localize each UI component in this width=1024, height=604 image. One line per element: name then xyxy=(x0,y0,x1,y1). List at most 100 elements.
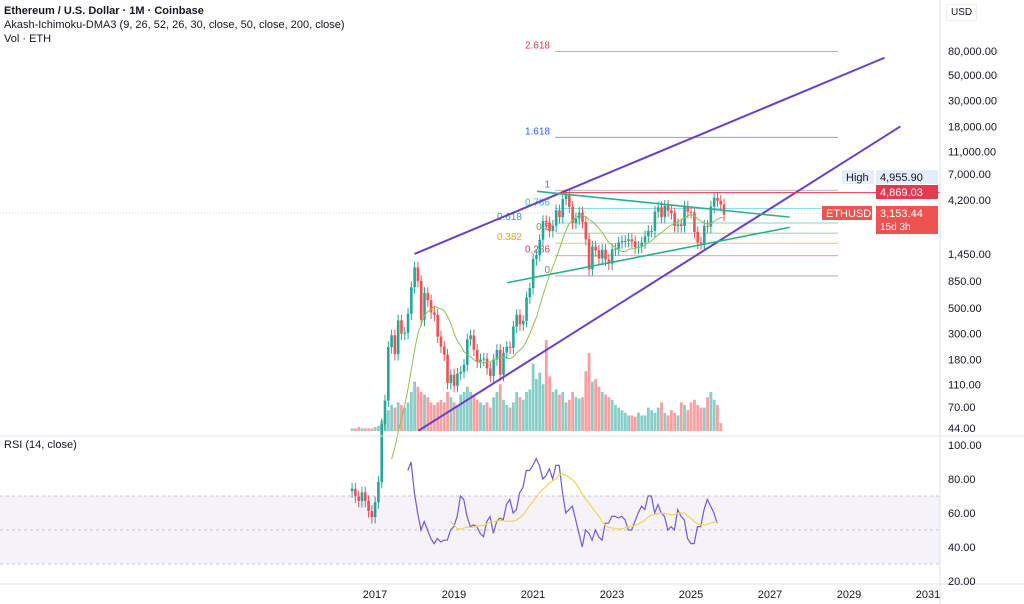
candle-body xyxy=(456,373,459,386)
candle-body xyxy=(535,255,538,259)
candle-body xyxy=(719,200,723,205)
candle-body xyxy=(459,371,463,374)
volume-bar xyxy=(630,415,634,431)
candle-body xyxy=(630,239,634,242)
candle-body xyxy=(548,222,551,232)
volume-bar xyxy=(554,389,558,431)
price-axis-label: 18,000.00 xyxy=(948,121,997,133)
volume-bar xyxy=(597,386,601,431)
candle-body xyxy=(396,320,400,355)
volume-bar xyxy=(696,405,700,431)
price-axis-label: 180.00 xyxy=(948,354,982,366)
candle-body xyxy=(558,210,561,218)
volume-bar xyxy=(617,407,621,431)
volume-bar xyxy=(640,415,644,431)
candle-body xyxy=(406,313,410,333)
volume-bar xyxy=(689,402,693,431)
price-axis-label: 110.00 xyxy=(948,379,981,391)
candle-body xyxy=(538,239,542,256)
fib-level-label: 0.382 xyxy=(497,232,522,243)
candle-body xyxy=(502,352,505,375)
candle-body xyxy=(390,335,393,348)
currency-button[interactable]: USD xyxy=(946,4,978,21)
candle-body xyxy=(610,249,614,264)
candle-body xyxy=(716,197,719,201)
candle-body xyxy=(429,300,433,313)
candle-body xyxy=(709,206,713,227)
fib-level-label: 1 xyxy=(544,179,550,190)
rsi-legend[interactable]: RSI (14, close) xyxy=(4,439,77,451)
fib-level-label: 0.236 xyxy=(525,245,550,256)
candle-body xyxy=(439,336,443,347)
volume-bars xyxy=(350,340,723,431)
volume-bar xyxy=(604,394,607,431)
candle-body xyxy=(544,221,548,223)
volume-bar xyxy=(432,405,436,431)
indicator-legend[interactable]: Akash-Ichimoku-DMA3 (9, 26, 52, 26, 30, … xyxy=(4,19,345,31)
candle-body xyxy=(472,335,476,350)
candle-body xyxy=(400,320,403,334)
volume-bar xyxy=(403,407,407,431)
candle-body xyxy=(620,241,624,243)
price-axis-label: 300.00 xyxy=(948,329,982,341)
triangle-upper-line xyxy=(536,190,790,218)
last-price-tag: 3,153.44 xyxy=(880,208,923,220)
volume-bar xyxy=(498,384,502,431)
candle-body xyxy=(512,326,515,348)
candle-body xyxy=(383,400,387,425)
volume-bar xyxy=(535,379,538,431)
volume-bar xyxy=(633,416,637,431)
fib-level-label: 0 xyxy=(544,265,550,276)
candle-body xyxy=(712,197,716,207)
candle-body xyxy=(643,236,647,243)
volume-bar xyxy=(666,415,670,431)
price-axis-label: 30,000.00 xyxy=(948,96,997,108)
volume-bar xyxy=(702,407,706,431)
volume-legend[interactable]: Vol · ETH xyxy=(4,33,52,45)
volume-bar xyxy=(488,407,492,431)
volume-bar xyxy=(456,405,459,431)
time-axis-label: 2025 xyxy=(679,589,703,601)
price-axis-label: 500.00 xyxy=(948,303,982,315)
candle-body xyxy=(604,249,607,260)
rsi-axis-label: 40.00 xyxy=(948,542,976,554)
volume-bar xyxy=(577,398,581,431)
volume-bar xyxy=(479,402,482,431)
candle-body xyxy=(360,492,364,501)
volume-bar xyxy=(716,405,719,431)
candle-body xyxy=(357,496,360,501)
volume-bar xyxy=(472,394,476,431)
rsi-axis-label: 80.00 xyxy=(948,474,976,486)
candle-body xyxy=(706,225,709,227)
volume-bar xyxy=(623,412,627,431)
volume-bar xyxy=(531,363,535,431)
candle-body xyxy=(419,280,423,320)
candle-body xyxy=(633,241,637,248)
volume-bar xyxy=(541,384,545,431)
candle-body xyxy=(531,258,535,289)
rsi-axis-label: 20.00 xyxy=(948,576,976,588)
volume-bar xyxy=(686,410,690,431)
volume-bar xyxy=(416,386,420,431)
candle-body xyxy=(640,242,644,247)
volume-bar xyxy=(561,392,565,431)
candle-body xyxy=(436,314,439,337)
candle-body xyxy=(607,259,611,264)
candle-body xyxy=(367,500,370,512)
candle-body xyxy=(508,346,512,348)
volume-bar xyxy=(350,428,354,431)
volume-bar xyxy=(600,392,604,431)
candle-body xyxy=(350,488,354,492)
candles xyxy=(350,189,726,524)
candle-body xyxy=(442,346,446,355)
candle-body xyxy=(561,199,565,218)
candle-body xyxy=(525,297,528,321)
volume-bar xyxy=(646,407,650,431)
time-axis-label: 2029 xyxy=(837,589,861,601)
volume-bar xyxy=(452,402,456,431)
candle-body xyxy=(574,218,578,223)
candle-body xyxy=(498,350,502,375)
